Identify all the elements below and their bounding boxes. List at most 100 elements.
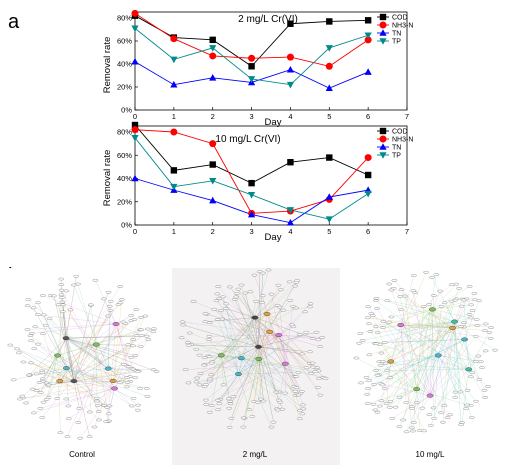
network-node: [389, 417, 396, 420]
axes-10mg: 0 1 2 3 4 5 6 7 0% 20% 40% 60% 80%: [117, 125, 409, 236]
legend-marker-tn: [379, 29, 387, 36]
network-edge: [366, 309, 433, 378]
network-edge: [278, 335, 301, 394]
data-point-tn: [209, 74, 217, 81]
network-edge: [61, 290, 115, 389]
network-edge: [464, 339, 473, 373]
network-edge: [243, 358, 259, 428]
network-node: [196, 383, 203, 387]
network-edge: [254, 317, 277, 393]
network-edge: [238, 289, 256, 318]
network-edge: [379, 361, 417, 390]
data-point-nh3-n: [325, 62, 333, 70]
network-edge: [221, 355, 316, 372]
network-node: [373, 369, 379, 372]
network-node: [453, 282, 460, 286]
network-node: [458, 325, 464, 328]
data-point-tn: [325, 193, 333, 200]
network-edge: [367, 388, 417, 404]
network-node: [196, 353, 203, 357]
network-edge: [384, 339, 465, 389]
network-edge: [241, 358, 272, 428]
network-edge: [96, 344, 98, 402]
data-point-cod: [170, 167, 178, 174]
network-node: [474, 324, 481, 327]
network-node: [29, 387, 36, 391]
network-node: [382, 387, 388, 390]
network-node: [309, 361, 316, 365]
network-node: [193, 380, 200, 384]
network-edge: [438, 355, 477, 402]
network-hub-node: [387, 359, 395, 364]
data-point-tn: [170, 80, 178, 88]
network-node: [96, 418, 102, 422]
network-edge: [416, 301, 452, 390]
network-edge: [114, 388, 132, 407]
network-edge: [438, 355, 471, 406]
network-edge: [468, 332, 490, 370]
network-node: [373, 342, 379, 346]
network-node: [398, 308, 404, 311]
network-edge: [400, 309, 453, 329]
network-node: [388, 315, 395, 319]
network-node: [132, 376, 139, 379]
network-edge: [238, 332, 307, 375]
network-node: [475, 354, 482, 358]
network-edge: [31, 340, 115, 389]
network-node: [482, 322, 489, 326]
legend-label-cod: COD: [392, 129, 408, 136]
network-edge: [278, 303, 311, 336]
network-edge: [378, 321, 455, 375]
network-node: [206, 338, 212, 341]
network-edge: [389, 309, 433, 408]
network-edge: [42, 295, 117, 325]
network-edge: [432, 291, 441, 310]
network-node: [137, 345, 144, 348]
network-node: [382, 341, 388, 344]
network-edge: [45, 325, 109, 369]
network-node: [421, 305, 427, 308]
network-edge: [406, 321, 455, 432]
network-edge: [59, 309, 71, 382]
network-node: [461, 321, 467, 324]
network-node: [297, 409, 303, 412]
data-point-cod: [209, 36, 216, 44]
network-node: [145, 327, 151, 331]
network-node: [421, 429, 427, 433]
network-node: [403, 401, 409, 404]
network-node: [135, 408, 141, 412]
data-point-tp: [247, 191, 256, 199]
network-node: [466, 313, 473, 316]
network-node: [138, 316, 144, 319]
network-node: [119, 298, 125, 301]
network-edge: [258, 358, 262, 400]
data-point-cod: [209, 161, 216, 168]
network-node: [31, 347, 38, 350]
network-node: [302, 310, 308, 314]
network-control: Control: [0, 268, 168, 465]
network-nodes: [7, 275, 160, 440]
network-node: [226, 406, 233, 410]
network-node: [458, 423, 464, 427]
network-node: [366, 379, 372, 382]
network-hub-node: [434, 353, 442, 358]
network-node: [469, 309, 476, 312]
network-node: [214, 292, 221, 296]
network-node: [307, 305, 313, 309]
network-edge: [375, 355, 439, 411]
network-edge: [233, 334, 279, 397]
data-point-tp: [247, 76, 256, 83]
network-node: [88, 303, 94, 307]
network-node: [268, 425, 275, 429]
network-node: [28, 361, 34, 365]
network-node: [388, 288, 395, 292]
plot-frame-2mg: [134, 11, 408, 111]
network-edge: [96, 344, 121, 383]
network-edge: [279, 307, 286, 364]
network-edge: [454, 321, 456, 398]
network-node: [144, 395, 151, 398]
data-point-tn: [209, 196, 217, 204]
network-edge: [219, 298, 279, 336]
network-edge: [269, 331, 318, 388]
network-node: [378, 351, 385, 355]
